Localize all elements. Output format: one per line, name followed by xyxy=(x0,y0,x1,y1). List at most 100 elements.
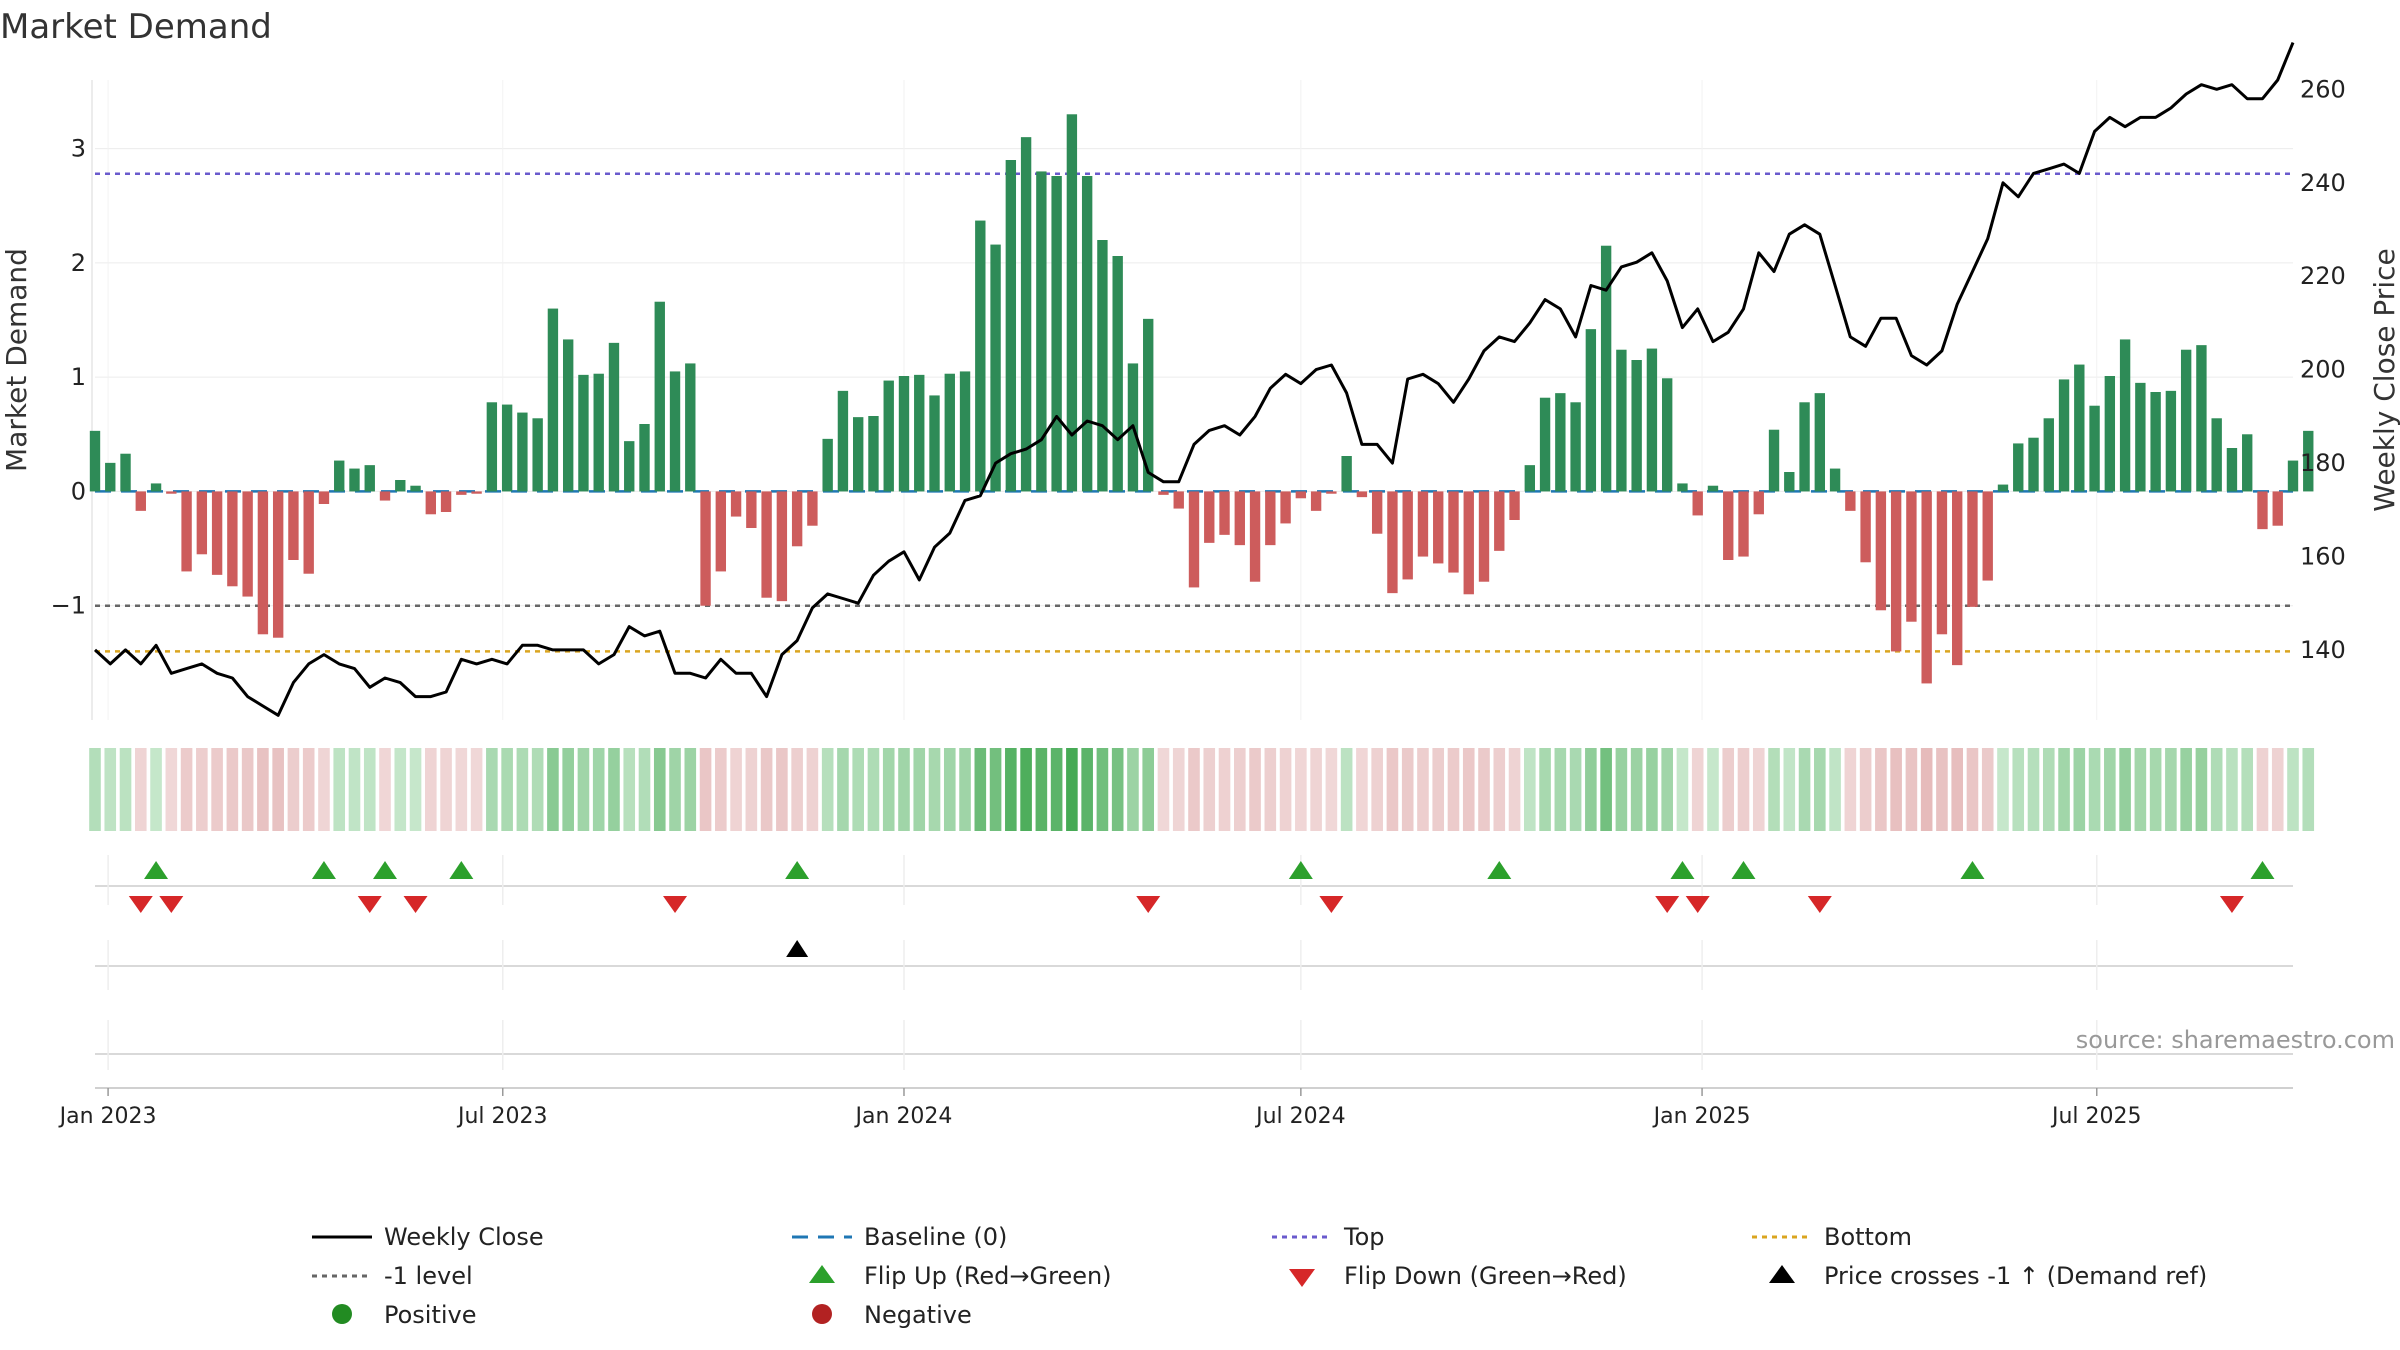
demand-bar xyxy=(2196,345,2207,492)
demand-bar xyxy=(2089,405,2100,492)
right-tick-label: 140 xyxy=(2300,636,2346,664)
heat-cell xyxy=(1585,748,1597,831)
demand-bar xyxy=(135,491,146,511)
right-axis-label: Weekly Close Price xyxy=(2368,248,2400,511)
demand-bar xyxy=(2135,382,2146,492)
demand-bar xyxy=(456,491,467,495)
heat-cell xyxy=(1111,748,1124,831)
demand-bar xyxy=(410,485,421,492)
flip-down-marker xyxy=(1136,896,1161,913)
demand-bar xyxy=(1890,491,1902,652)
demand-bar xyxy=(1539,397,1551,492)
right-tick-label: 220 xyxy=(2300,262,2346,290)
demand-bar xyxy=(898,376,910,492)
heat-cell xyxy=(1203,748,1216,831)
heat-cell xyxy=(791,748,803,831)
demand-bar xyxy=(2043,418,2054,492)
heat-cell xyxy=(1630,748,1643,831)
demand-bar xyxy=(1631,360,1642,492)
demand-bar xyxy=(578,374,589,492)
legend-flip-up: Flip Up (Red→Green) xyxy=(864,1262,1112,1290)
flip-down-marker xyxy=(663,896,688,913)
heat-cell xyxy=(547,748,559,831)
demand-bar xyxy=(1707,485,1719,492)
flip-down-marker xyxy=(2219,896,2244,913)
demand-bar xyxy=(2028,437,2039,492)
heat-cell xyxy=(470,748,483,831)
heat-cell xyxy=(1890,748,1902,831)
heat-cell xyxy=(669,748,681,831)
heat-cell xyxy=(531,748,544,831)
demand-bar xyxy=(89,430,101,492)
heat-cell xyxy=(1798,748,1811,831)
demand-bar xyxy=(1982,491,1993,581)
heat-cell xyxy=(653,748,666,831)
demand-bar xyxy=(1509,491,1520,520)
heat-cell xyxy=(2073,748,2086,831)
heat-cell xyxy=(1066,748,1078,831)
demand-bar xyxy=(2104,376,2116,492)
heat-cell xyxy=(1752,748,1765,831)
heat-cell xyxy=(974,748,987,831)
heat-cell xyxy=(2088,748,2101,831)
heat-cell xyxy=(409,748,422,831)
demand-bar xyxy=(1692,491,1703,516)
heat-cell xyxy=(1172,748,1185,831)
heat-cell xyxy=(1233,748,1246,831)
demand-bar xyxy=(2272,491,2283,526)
demand-bar xyxy=(303,491,314,574)
demand-bar xyxy=(2257,491,2268,530)
demand-bar xyxy=(395,480,406,492)
demand-bar xyxy=(1784,472,1795,492)
heat-cell xyxy=(1218,748,1231,831)
demand-bar xyxy=(715,491,727,572)
heat-cell xyxy=(898,748,910,831)
heat-cell xyxy=(1981,748,1994,831)
demand-bar xyxy=(1661,378,1673,492)
demand-bar xyxy=(440,491,452,512)
heat-cell xyxy=(1462,748,1475,831)
heat-cell xyxy=(2241,748,2254,831)
flip-down-marker xyxy=(1655,896,1680,913)
legend-baseline: Baseline (0) xyxy=(864,1223,1007,1251)
flip-up-marker xyxy=(1731,861,1756,879)
demand-bar xyxy=(1860,491,1871,563)
grid-lines xyxy=(91,80,2293,720)
demand-bar xyxy=(1265,491,1276,546)
demand-bar xyxy=(211,491,223,575)
demand-bar xyxy=(1371,491,1383,534)
heat-cell xyxy=(89,748,101,831)
heat-cell xyxy=(1142,748,1155,831)
demand-bar xyxy=(1326,491,1337,494)
heat-cell xyxy=(241,748,254,831)
demand-bar xyxy=(349,468,360,492)
flip-up-marker xyxy=(1288,861,1313,879)
demand-bar xyxy=(1356,491,1368,498)
heat-cell xyxy=(1524,748,1536,831)
chart-title: Market Demand xyxy=(0,7,272,47)
demand-bar xyxy=(1097,240,1108,492)
heat-cell xyxy=(1539,748,1551,831)
heat-cell xyxy=(318,748,330,831)
demand-bar xyxy=(272,491,284,638)
heat-cell xyxy=(104,748,117,831)
demand-bar xyxy=(1433,491,1444,564)
demand-bar xyxy=(364,465,375,492)
heat-cell xyxy=(2119,748,2131,831)
legend-bottom: Bottom xyxy=(1824,1223,1912,1251)
demand-bar xyxy=(1143,318,1154,492)
heat-cell xyxy=(1920,748,1933,831)
flip-up-marker xyxy=(2250,861,2275,879)
heat-cell xyxy=(1814,748,1826,831)
heat-cell xyxy=(134,748,147,831)
demand-bar xyxy=(1936,491,1948,635)
demand-bar xyxy=(1555,393,1566,492)
heat-cell xyxy=(1127,748,1139,831)
x-tick-label: Jul 2023 xyxy=(456,1104,548,1129)
heat-cell xyxy=(1188,748,1200,831)
heat-cell xyxy=(2287,748,2299,831)
demand-bar xyxy=(1234,491,1245,546)
demand-bar xyxy=(1677,483,1688,492)
left-axis-label: Market Demand xyxy=(0,248,33,472)
heat-cell xyxy=(1432,748,1445,831)
